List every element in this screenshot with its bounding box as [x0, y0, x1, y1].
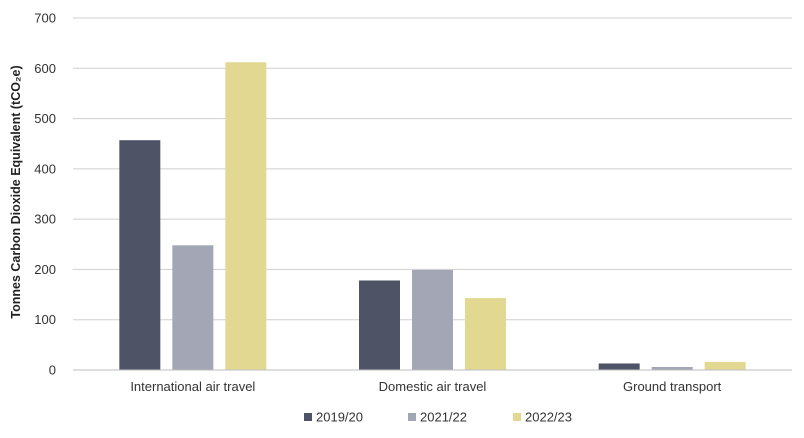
x-category-label: Ground transport: [623, 379, 722, 394]
bar-2022-23-domestic-air-travel: [465, 298, 506, 370]
x-category-label: Domestic air travel: [379, 379, 487, 394]
bar-2021-22-domestic-air-travel: [412, 269, 453, 370]
y-tick-label: 300: [34, 212, 56, 227]
bar-2019-20-domestic-air-travel: [359, 280, 400, 370]
y-tick-label: 600: [34, 61, 56, 76]
y-tick-label: 700: [34, 11, 56, 26]
bars: [119, 62, 746, 370]
bar-2021-22-international-air-travel: [172, 245, 214, 370]
y-tick-label: 0: [49, 363, 56, 378]
x-axis-categories: International air travel Domestic air tra…: [130, 379, 721, 394]
bar-2019-20-international-air-travel: [119, 140, 161, 370]
y-axis-title: Tonnes Carbon Dioxide Equivalent (tCO₂e): [9, 65, 23, 318]
y-tick-label: 500: [34, 111, 56, 126]
legend-swatch: [408, 413, 416, 421]
y-axis-ticks: 0 100 200 300 400 500 600 700: [34, 11, 56, 378]
legend-label: 2019/20: [316, 410, 363, 425]
bar-2022-23-ground-transport: [704, 361, 746, 370]
bar-2022-23-international-air-travel: [225, 62, 267, 370]
y-tick-label: 400: [34, 161, 56, 176]
x-category-label: International air travel: [130, 379, 255, 394]
legend: 2019/20 2021/22 2022/23: [304, 410, 572, 425]
bar-2019-20-ground-transport: [598, 363, 640, 370]
legend-label: 2022/23: [525, 410, 572, 425]
legend-label: 2021/22: [420, 410, 467, 425]
bar-2021-22-ground-transport: [651, 366, 693, 370]
legend-swatch: [513, 413, 521, 421]
legend-swatch: [304, 413, 312, 421]
y-tick-label: 100: [34, 312, 56, 327]
y-tick-label: 200: [34, 262, 56, 277]
